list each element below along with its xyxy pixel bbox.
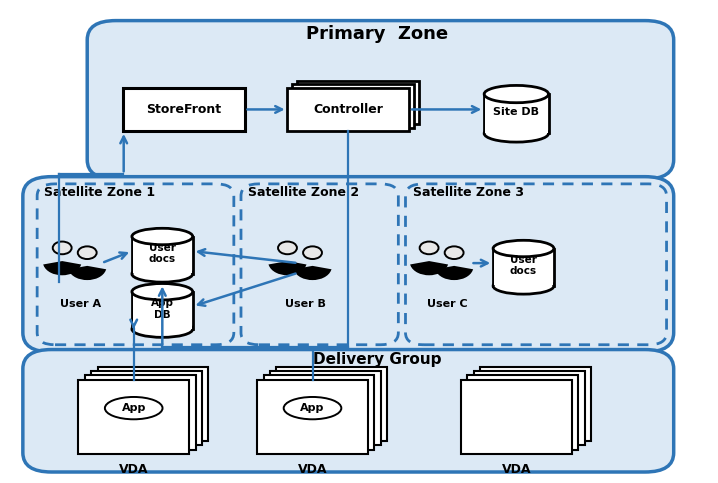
Bar xyxy=(257,380,368,454)
Text: VDA: VDA xyxy=(119,463,149,476)
Bar xyxy=(91,371,202,445)
Bar xyxy=(292,85,414,128)
Text: User C: User C xyxy=(426,299,467,309)
Bar xyxy=(98,367,208,441)
Circle shape xyxy=(444,246,464,259)
Bar xyxy=(133,237,192,273)
Wedge shape xyxy=(295,267,330,279)
Bar xyxy=(270,371,381,445)
Bar xyxy=(85,375,195,450)
Bar xyxy=(480,367,591,441)
Text: User A: User A xyxy=(60,299,101,309)
FancyBboxPatch shape xyxy=(23,350,673,472)
Bar xyxy=(485,94,548,133)
Bar xyxy=(494,249,553,285)
Text: User B: User B xyxy=(285,299,326,309)
Text: App: App xyxy=(121,403,146,413)
Ellipse shape xyxy=(132,284,192,300)
Bar xyxy=(133,292,192,328)
Text: Satellite Zone 1: Satellite Zone 1 xyxy=(45,186,155,199)
FancyBboxPatch shape xyxy=(87,21,673,179)
Ellipse shape xyxy=(105,397,162,419)
Circle shape xyxy=(419,242,439,254)
Bar xyxy=(474,371,584,445)
Wedge shape xyxy=(270,262,305,274)
Bar xyxy=(123,88,245,131)
Bar xyxy=(493,249,554,286)
Ellipse shape xyxy=(284,397,341,419)
Bar xyxy=(276,367,387,441)
Wedge shape xyxy=(70,267,105,279)
Bar xyxy=(132,292,192,329)
Ellipse shape xyxy=(132,228,192,245)
Bar xyxy=(297,81,419,124)
Wedge shape xyxy=(45,262,80,274)
Bar xyxy=(132,237,192,274)
Circle shape xyxy=(303,246,322,259)
Bar xyxy=(78,380,189,454)
Ellipse shape xyxy=(132,266,192,282)
Ellipse shape xyxy=(484,125,549,142)
Text: VDA: VDA xyxy=(298,463,327,476)
Text: StoreFront: StoreFront xyxy=(146,103,221,116)
Wedge shape xyxy=(411,262,447,274)
Circle shape xyxy=(78,246,97,259)
Text: VDA: VDA xyxy=(502,463,531,476)
Bar xyxy=(287,88,409,131)
Text: Site DB: Site DB xyxy=(493,107,539,117)
Bar xyxy=(461,380,572,454)
Bar xyxy=(264,375,374,450)
Circle shape xyxy=(278,242,297,254)
Ellipse shape xyxy=(493,241,554,257)
Text: User
docs: User docs xyxy=(510,255,537,276)
Text: App
DB: App DB xyxy=(151,298,174,320)
Circle shape xyxy=(52,242,72,254)
Ellipse shape xyxy=(493,278,554,294)
Text: App: App xyxy=(300,403,325,413)
Text: Satellite Zone 3: Satellite Zone 3 xyxy=(413,186,523,199)
Wedge shape xyxy=(437,267,472,279)
Bar xyxy=(467,375,578,450)
Text: Primary  Zone: Primary Zone xyxy=(306,26,448,43)
Text: User
docs: User docs xyxy=(149,242,176,264)
Ellipse shape xyxy=(484,85,549,103)
Text: Delivery Group: Delivery Group xyxy=(312,352,441,367)
Bar xyxy=(484,94,549,133)
FancyBboxPatch shape xyxy=(23,177,673,352)
Text: Satellite Zone 2: Satellite Zone 2 xyxy=(248,186,359,199)
Text: Controller: Controller xyxy=(313,103,383,116)
Ellipse shape xyxy=(132,321,192,337)
